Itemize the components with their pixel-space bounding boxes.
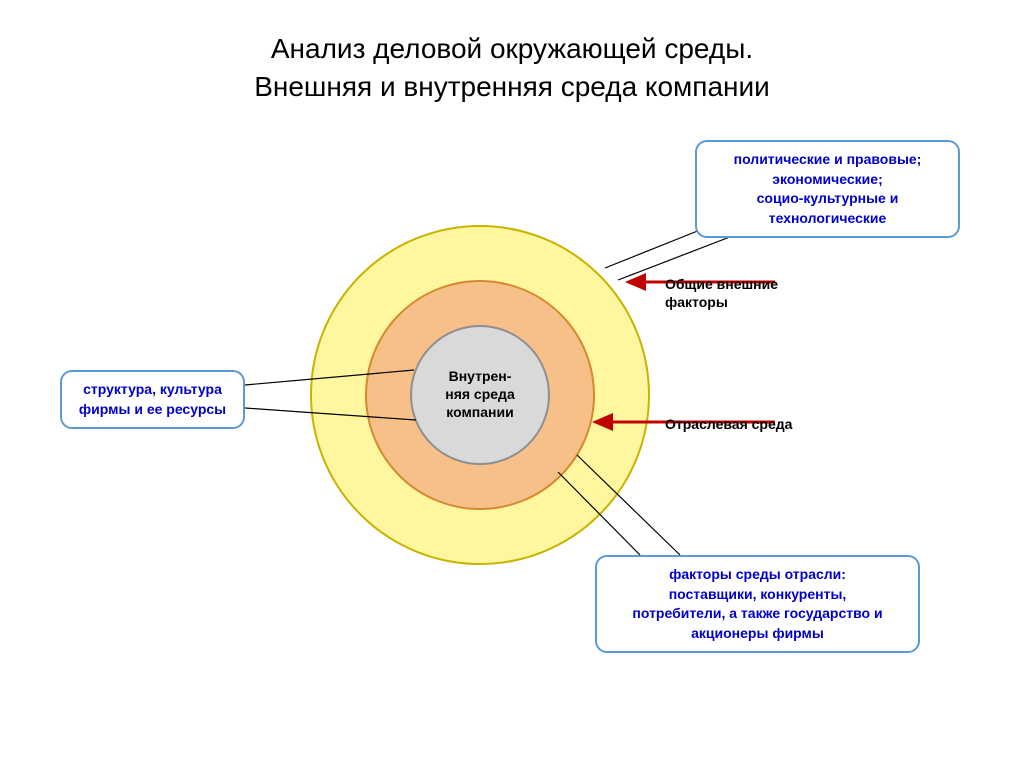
label-industry-env: Отраслевая среда [665,415,792,433]
environment-diagram: Внутрен-няя средакомпании политические и… [0,0,1024,767]
center-label: Внутрен-няя средакомпании [420,367,540,422]
callout-structure-culture: структура, культурафирмы и ее ресурсы [60,370,245,429]
callout-political-economic: политические и правовые;экономические;со… [695,140,960,238]
label-general-external: Общие внешниефакторы [665,275,778,311]
callout-industry-factors: факторы среды отрасли:поставщики, конкур… [595,555,920,653]
